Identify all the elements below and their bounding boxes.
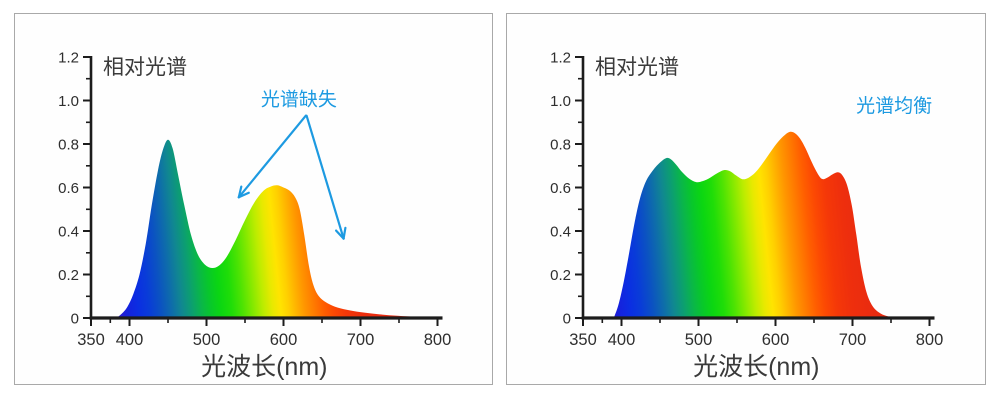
y-tick-label: 0.6 [58,180,79,197]
y-tick-label: 0.8 [58,137,79,154]
y-tick-label: 0.4 [550,224,571,241]
x-tick-label: 400 [608,331,636,349]
x-tick-label: 700 [347,331,375,349]
y-tick-label: 1.0 [550,93,571,110]
x-axis-title: 光波长(nm) [201,353,327,381]
spectrum-area [116,139,438,318]
annotation-arrow [305,114,347,240]
y-tick-label: 0.2 [58,267,79,284]
chart-title: 相对光谱 [595,56,679,79]
x-tick-label: 600 [762,331,790,349]
spectrum-panel-missing: 0 0.2 0.4 0.6 0.8 1.0 1.2 350 400 500 600 700 800 相对光… [14,13,493,385]
x-tick-label: 400 [116,331,144,349]
x-tick-label: 800 [916,331,944,349]
x-tick-label: 700 [839,331,867,349]
chart-title: 相对光谱 [103,56,187,79]
x-axis-title: 光波长(nm) [693,353,819,381]
x-tick-label: 600 [270,331,298,349]
x-tick-labels: 350 400 500 600 700 800 [569,331,943,349]
axes [575,56,935,326]
spectrum-area [613,131,899,318]
y-tick-label: 1.2 [550,50,571,67]
spectrum-panel-balanced: 0 0.2 0.4 0.6 0.8 1.0 1.2 350 400 500 600 700 800 相对光… [506,13,986,385]
spectrum-chart-missing: 0 0.2 0.4 0.6 0.8 1.0 1.2 350 400 500 600 700 800 相对光… [58,50,451,382]
y-tick-label: 1.2 [58,50,79,67]
x-tick-label: 800 [424,331,452,349]
y-tick-label: 1.0 [58,93,79,110]
annotation-label: 光谱缺失 [261,88,337,110]
y-tick-label: 0.4 [58,224,79,241]
y-tick-labels: 0 0.2 0.4 0.6 0.8 1.0 1.2 [550,50,571,328]
annotation-label: 光谱均衡 [856,95,932,117]
annotation-arrow [237,114,307,199]
y-tick-label: 0.2 [550,267,571,284]
x-tick-label: 350 [569,331,597,349]
y-tick-labels: 0 0.2 0.4 0.6 0.8 1.0 1.2 [58,50,79,328]
y-tick-label: 0 [71,311,79,328]
x-tick-label: 500 [685,331,713,349]
y-tick-label: 0 [563,311,571,328]
x-tick-label: 350 [77,331,105,349]
y-tick-label: 0.8 [550,137,571,154]
spectrum-chart-balanced: 0 0.2 0.4 0.6 0.8 1.0 1.2 350 400 500 600 700 800 相对光… [550,50,943,382]
x-tick-label: 500 [193,331,221,349]
y-tick-label: 0.6 [550,180,571,197]
x-tick-labels: 350 400 500 600 700 800 [77,331,451,349]
axes [83,56,443,326]
